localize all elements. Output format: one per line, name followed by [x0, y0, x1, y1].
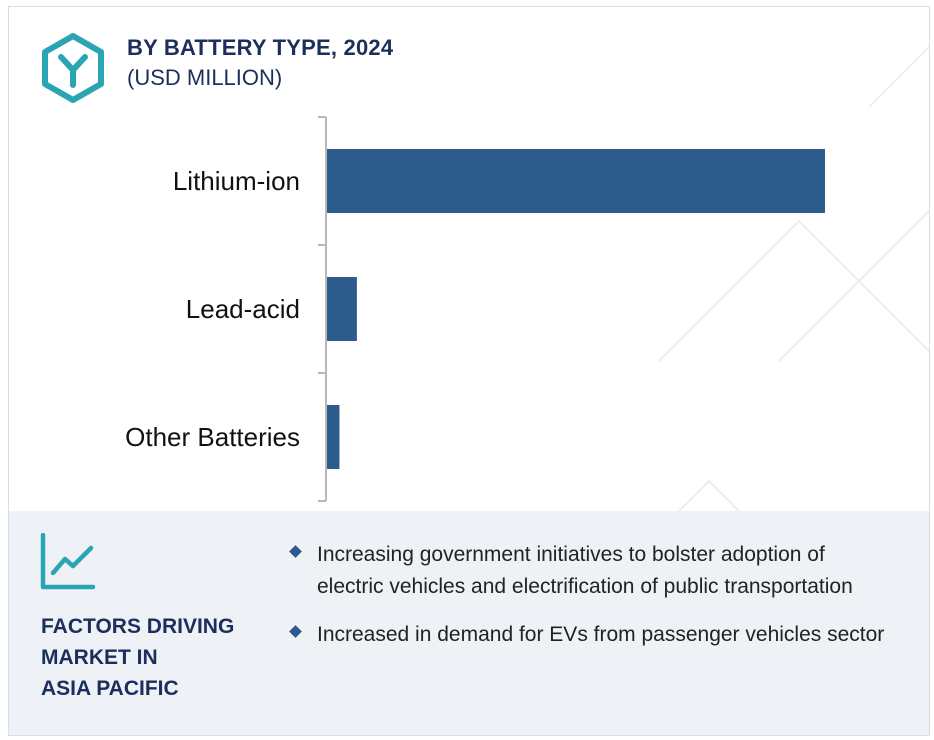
diamond-bullet-icon	[289, 625, 302, 638]
chart-title: BY BATTERY TYPE, 2024	[127, 35, 394, 60]
category-label: Lithium-ion	[173, 166, 300, 196]
factors-title-line: MARKET IN	[41, 646, 158, 669]
factors-bullet-list: Increasing government initiatives to bol…	[287, 539, 897, 667]
bar-lithium-ion	[327, 149, 825, 213]
hexagon-y-logo-icon	[42, 33, 104, 103]
factors-title: FACTORS DRIVING MARKET IN ASIA PACIFIC	[41, 611, 271, 704]
bullet-item: Increasing government initiatives to bol…	[287, 539, 897, 603]
factors-title-line: FACTORS DRIVING	[41, 615, 235, 638]
bullet-item: Increased in demand for EVs from passeng…	[287, 619, 897, 651]
bullet-text: Increasing government initiatives to bol…	[317, 543, 853, 598]
category-label: Other Batteries	[125, 422, 300, 452]
diamond-bullet-icon	[289, 545, 302, 558]
factors-title-line: ASIA PACIFIC	[41, 677, 179, 700]
category-label: Lead-acid	[186, 294, 300, 324]
bullet-text: Increased in demand for EVs from passeng…	[317, 623, 885, 646]
bar-other-batteries	[327, 405, 340, 469]
infographic-card: BY BATTERY TYPE, 2024 (USD MILLION) Lith…	[8, 6, 930, 736]
factors-panel: FACTORS DRIVING MARKET IN ASIA PACIFIC I…	[9, 511, 929, 735]
chart-subtitle: (USD MILLION)	[127, 65, 283, 90]
background-decoration	[658, 45, 929, 511]
bar-lead-acid	[327, 277, 357, 341]
bar-chart: Lithium-ion Lead-acid Other Batteries	[125, 116, 825, 502]
line-chart-icon	[40, 533, 96, 590]
